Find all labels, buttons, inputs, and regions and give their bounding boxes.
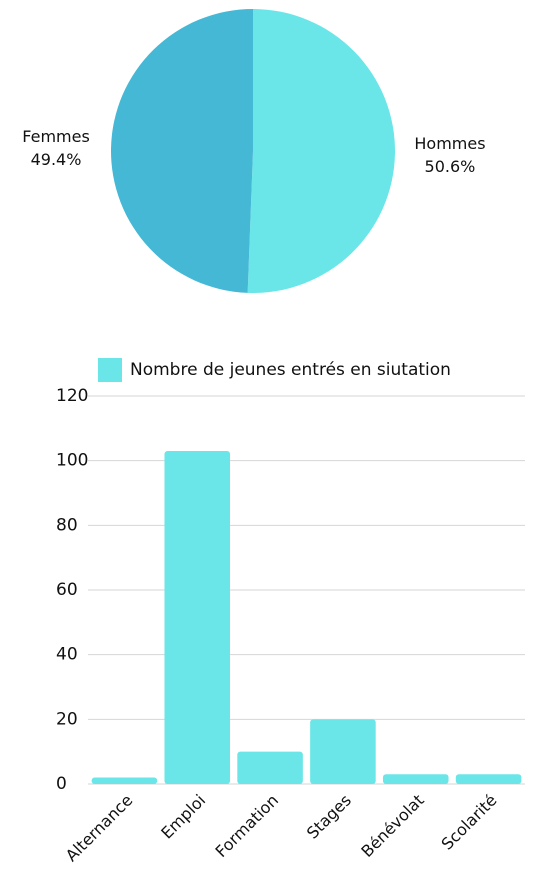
y-tick-label: 120 xyxy=(56,386,88,406)
pie-slice xyxy=(247,9,395,293)
bar xyxy=(91,777,158,784)
x-tick-label: Stages xyxy=(303,791,355,843)
bar xyxy=(382,774,449,784)
y-tick-label: 100 xyxy=(56,451,88,471)
x-tick-label: Emploi xyxy=(157,791,209,843)
slice-value: 50.6% xyxy=(425,157,476,176)
y-tick-label: 0 xyxy=(56,774,67,794)
bar xyxy=(237,751,303,784)
pie-slice xyxy=(110,9,253,293)
x-tick-label: Bénévolat xyxy=(357,791,427,861)
legend-label: Nombre de jeunes entrés en siutation xyxy=(130,360,451,380)
bar xyxy=(164,450,231,784)
slice-label: Femmes xyxy=(22,127,90,146)
x-tick-label: Alternance xyxy=(62,791,137,866)
legend-swatch xyxy=(98,358,122,382)
y-tick-label: 40 xyxy=(56,645,78,665)
y-tick-label: 80 xyxy=(56,515,78,535)
x-tick-label: Scolarité xyxy=(438,791,501,854)
slice-label: Hommes xyxy=(414,134,485,153)
slice-value: 49.4% xyxy=(31,150,82,169)
y-tick-label: 20 xyxy=(56,709,78,729)
x-tick-label: Formation xyxy=(212,791,283,862)
bar xyxy=(310,719,376,784)
y-tick-label: 60 xyxy=(56,580,78,600)
bar xyxy=(455,774,522,784)
